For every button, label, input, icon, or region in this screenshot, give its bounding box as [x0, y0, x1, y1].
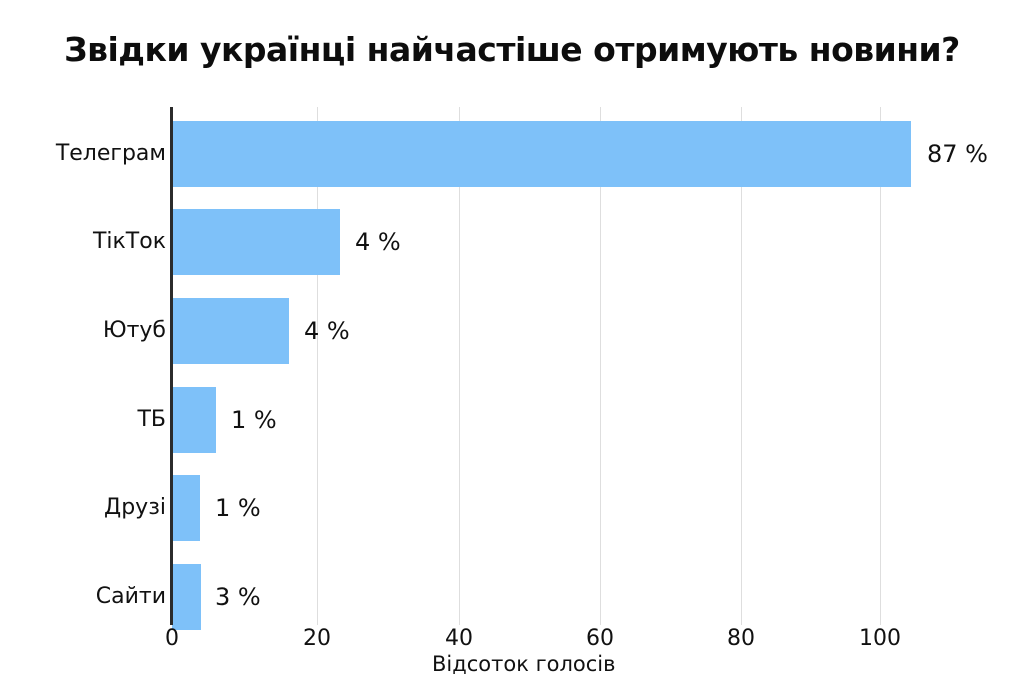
- x-tick-40: 40: [445, 626, 473, 651]
- chart-title: Звідки українці найчастіше отримують нов…: [64, 30, 960, 69]
- gridline-60: [600, 107, 601, 625]
- gridline-80: [741, 107, 742, 625]
- data-label-tv: 1 %: [231, 406, 277, 434]
- gridline-40: [459, 107, 460, 625]
- category-label-telegram: Телеграм: [55, 141, 166, 166]
- data-label-friends: 1 %: [215, 494, 261, 522]
- x-axis-label: Відсоток голосів: [432, 652, 616, 676]
- x-tick-20: 20: [303, 626, 331, 651]
- bar-tv: [172, 387, 216, 453]
- category-label-friends: Друзі: [104, 495, 166, 520]
- gridline-100: [880, 107, 881, 625]
- data-label-youtube: 4 %: [304, 317, 350, 345]
- y-axis-line: [170, 107, 173, 625]
- x-tick-60: 60: [586, 626, 614, 651]
- bar-telegram: [172, 121, 911, 187]
- plot-area: 87 % 4 % 4 % 1 % 1 % 3 %: [172, 107, 988, 630]
- bar-friends: [172, 475, 200, 541]
- data-label-sites: 3 %: [215, 583, 261, 611]
- data-label-telegram: 87 %: [927, 140, 988, 168]
- x-tick-80: 80: [727, 626, 755, 651]
- category-label-youtube: Ютуб: [102, 318, 166, 343]
- data-label-tiktok: 4 %: [355, 228, 401, 256]
- x-tick-100: 100: [859, 626, 901, 651]
- gridline-20: [317, 107, 318, 625]
- bar-tiktok: [172, 209, 340, 275]
- category-label-tiktok: ТікТок: [92, 229, 166, 254]
- category-label-sites: Сайти: [95, 584, 166, 609]
- x-tick-0: 0: [165, 626, 179, 651]
- category-label-tv: ТБ: [137, 407, 166, 432]
- bar-sites: [172, 564, 201, 630]
- bar-youtube: [172, 298, 289, 364]
